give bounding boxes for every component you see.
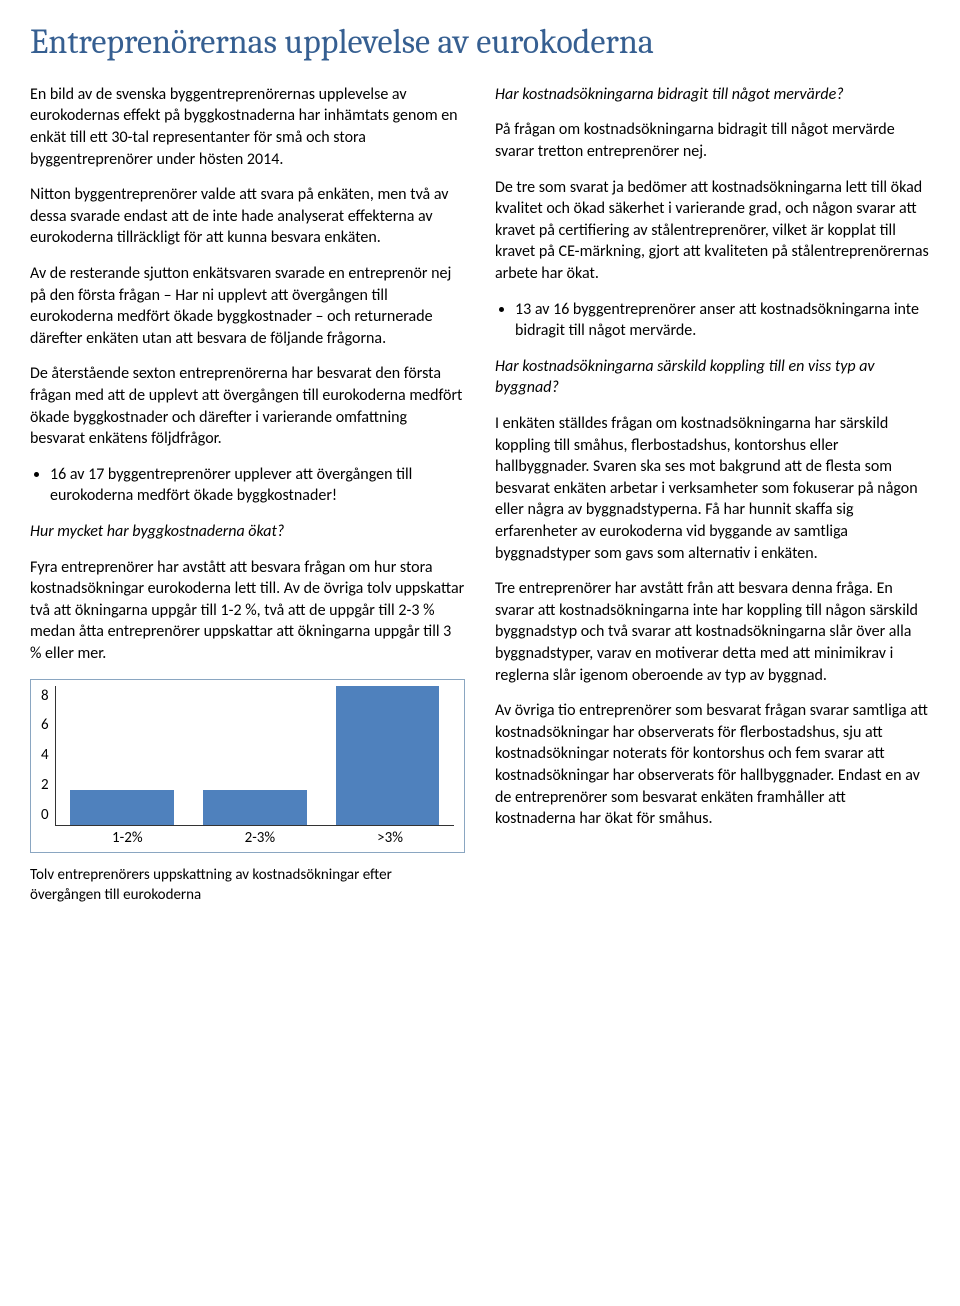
- paragraph: En bild av de svenska byggentreprenörern…: [30, 84, 465, 170]
- bullet-list: 16 av 17 byggentreprenörer upplever att …: [30, 464, 465, 507]
- chart-plot-area: 8 6 4 2 0: [41, 686, 454, 826]
- chart-y-tick: 6: [41, 715, 49, 735]
- paragraph: På frågan om kostnadsökningarna bidragit…: [495, 119, 930, 162]
- chart-x-label: 2-3%: [245, 828, 276, 848]
- paragraph: De tre som svarat ja bedömer att kostnad…: [495, 177, 930, 285]
- chart-y-tick: 2: [41, 775, 49, 795]
- list-item: 13 av 16 byggentreprenörer anser att kos…: [515, 299, 930, 342]
- chart-bar: [203, 790, 307, 825]
- right-column: Har kostnadsökningarna bidragit till någ…: [495, 84, 930, 919]
- chart-x-axis: 1-2% 2-3% >3%: [61, 826, 454, 848]
- bar-chart: 8 6 4 2 0 1-2% 2-3% >3%: [30, 679, 465, 853]
- paragraph: Fyra entreprenörer har avstått att besva…: [30, 557, 465, 665]
- chart-bars: [56, 686, 454, 825]
- question-heading: Hur mycket har byggkostnaderna ökat?: [30, 521, 465, 543]
- left-column: En bild av de svenska byggentreprenörern…: [30, 84, 465, 919]
- list-item: 16 av 17 byggentreprenörer upplever att …: [50, 464, 465, 507]
- paragraph: I enkäten ställdes frågan om kostnadsökn…: [495, 413, 930, 564]
- paragraph: Nitton byggentreprenörer valde att svara…: [30, 184, 465, 249]
- chart-bar: [70, 790, 174, 825]
- chart-bar: [336, 686, 440, 825]
- chart-x-label: 1-2%: [112, 828, 143, 848]
- question-heading: Har kostnadsökningarna bidragit till någ…: [495, 84, 930, 106]
- chart-y-tick: 0: [41, 805, 49, 825]
- chart-y-tick: 8: [41, 686, 49, 706]
- two-column-layout: En bild av de svenska byggentreprenörern…: [30, 84, 930, 919]
- chart-caption: Tolv entreprenörers uppskattning av kost…: [30, 865, 465, 906]
- paragraph: Av övriga tio entreprenörer som besvarat…: [495, 700, 930, 830]
- question-heading: Har kostnadsökningarna särskild koppling…: [495, 356, 930, 399]
- chart-y-tick: 4: [41, 745, 49, 765]
- chart-y-axis: 8 6 4 2 0: [41, 686, 55, 826]
- chart-x-label: >3%: [377, 828, 403, 848]
- paragraph: De återstående sexton entreprenörerna ha…: [30, 363, 465, 449]
- page-title: Entreprenörernas upplevelse av eurokoder…: [30, 20, 930, 66]
- paragraph: Tre entreprenörer har avstått från att b…: [495, 578, 930, 686]
- paragraph: Av de resterande sjutton enkätsvaren sva…: [30, 263, 465, 349]
- bullet-list: 13 av 16 byggentreprenörer anser att kos…: [495, 299, 930, 342]
- chart-plot: [55, 686, 454, 826]
